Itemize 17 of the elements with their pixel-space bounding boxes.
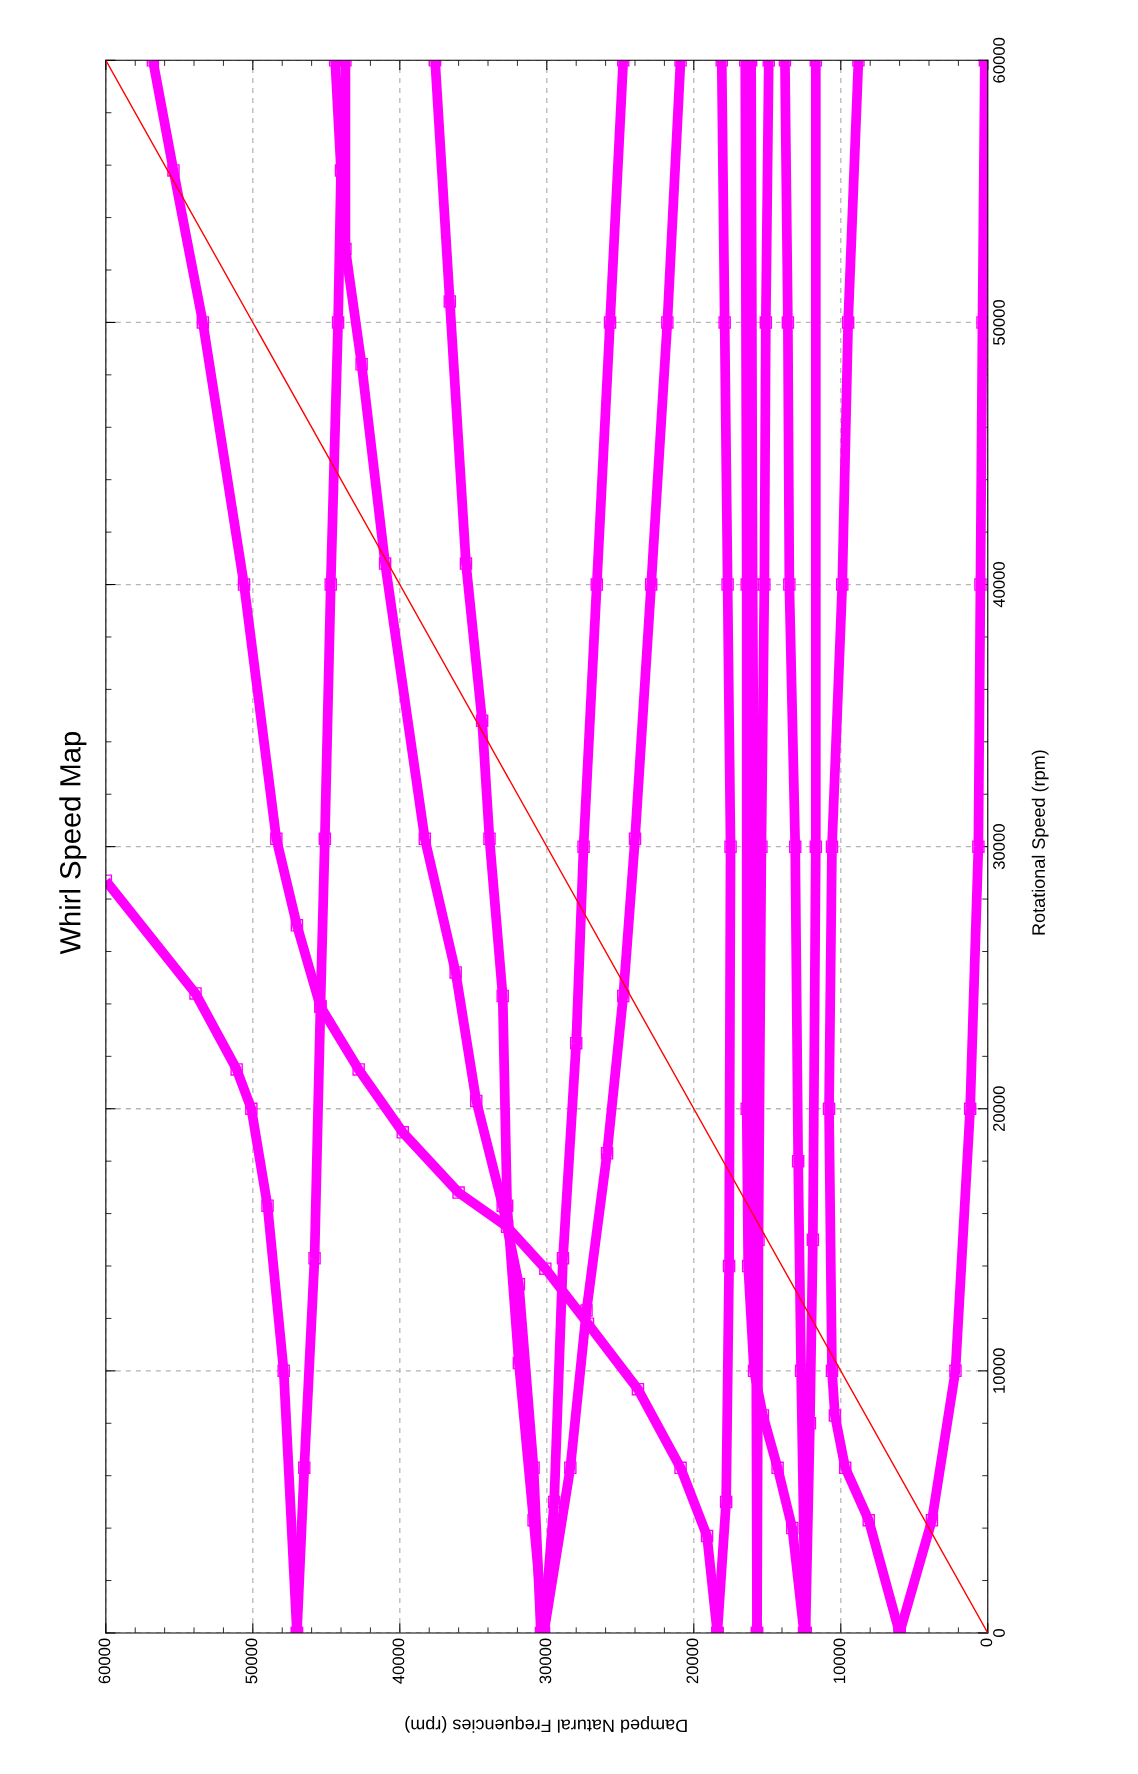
y-tick-label: 40000 xyxy=(993,562,1005,608)
y-tick-label: 0 xyxy=(993,1628,1005,1637)
x-tick-label: 0 xyxy=(980,1638,993,1647)
y-axis-title: Rotational Speed (rpm) xyxy=(1031,750,1049,935)
x-tick-label: 50000 xyxy=(245,1638,258,1684)
x-tick-label: 10000 xyxy=(833,1638,846,1683)
x-tick-label: 40000 xyxy=(392,1638,405,1684)
x-tick-label: 20000 xyxy=(686,1638,699,1684)
text: Whirl Speed Map xyxy=(59,732,87,955)
y-tick-label: 20000 xyxy=(993,1086,1005,1132)
y-tick-label: 10000 xyxy=(993,1348,1005,1393)
y-tick-label: 30000 xyxy=(993,824,1005,870)
x-tick-label: 30000 xyxy=(539,1638,552,1684)
y-tick-label: 60000 xyxy=(993,37,1005,83)
y-tick-label: 50000 xyxy=(993,299,1005,345)
x-axis-title: Damped Natural Frequencies (rpm) xyxy=(405,1715,687,1733)
x-tick-label: 60000 xyxy=(98,1638,111,1684)
